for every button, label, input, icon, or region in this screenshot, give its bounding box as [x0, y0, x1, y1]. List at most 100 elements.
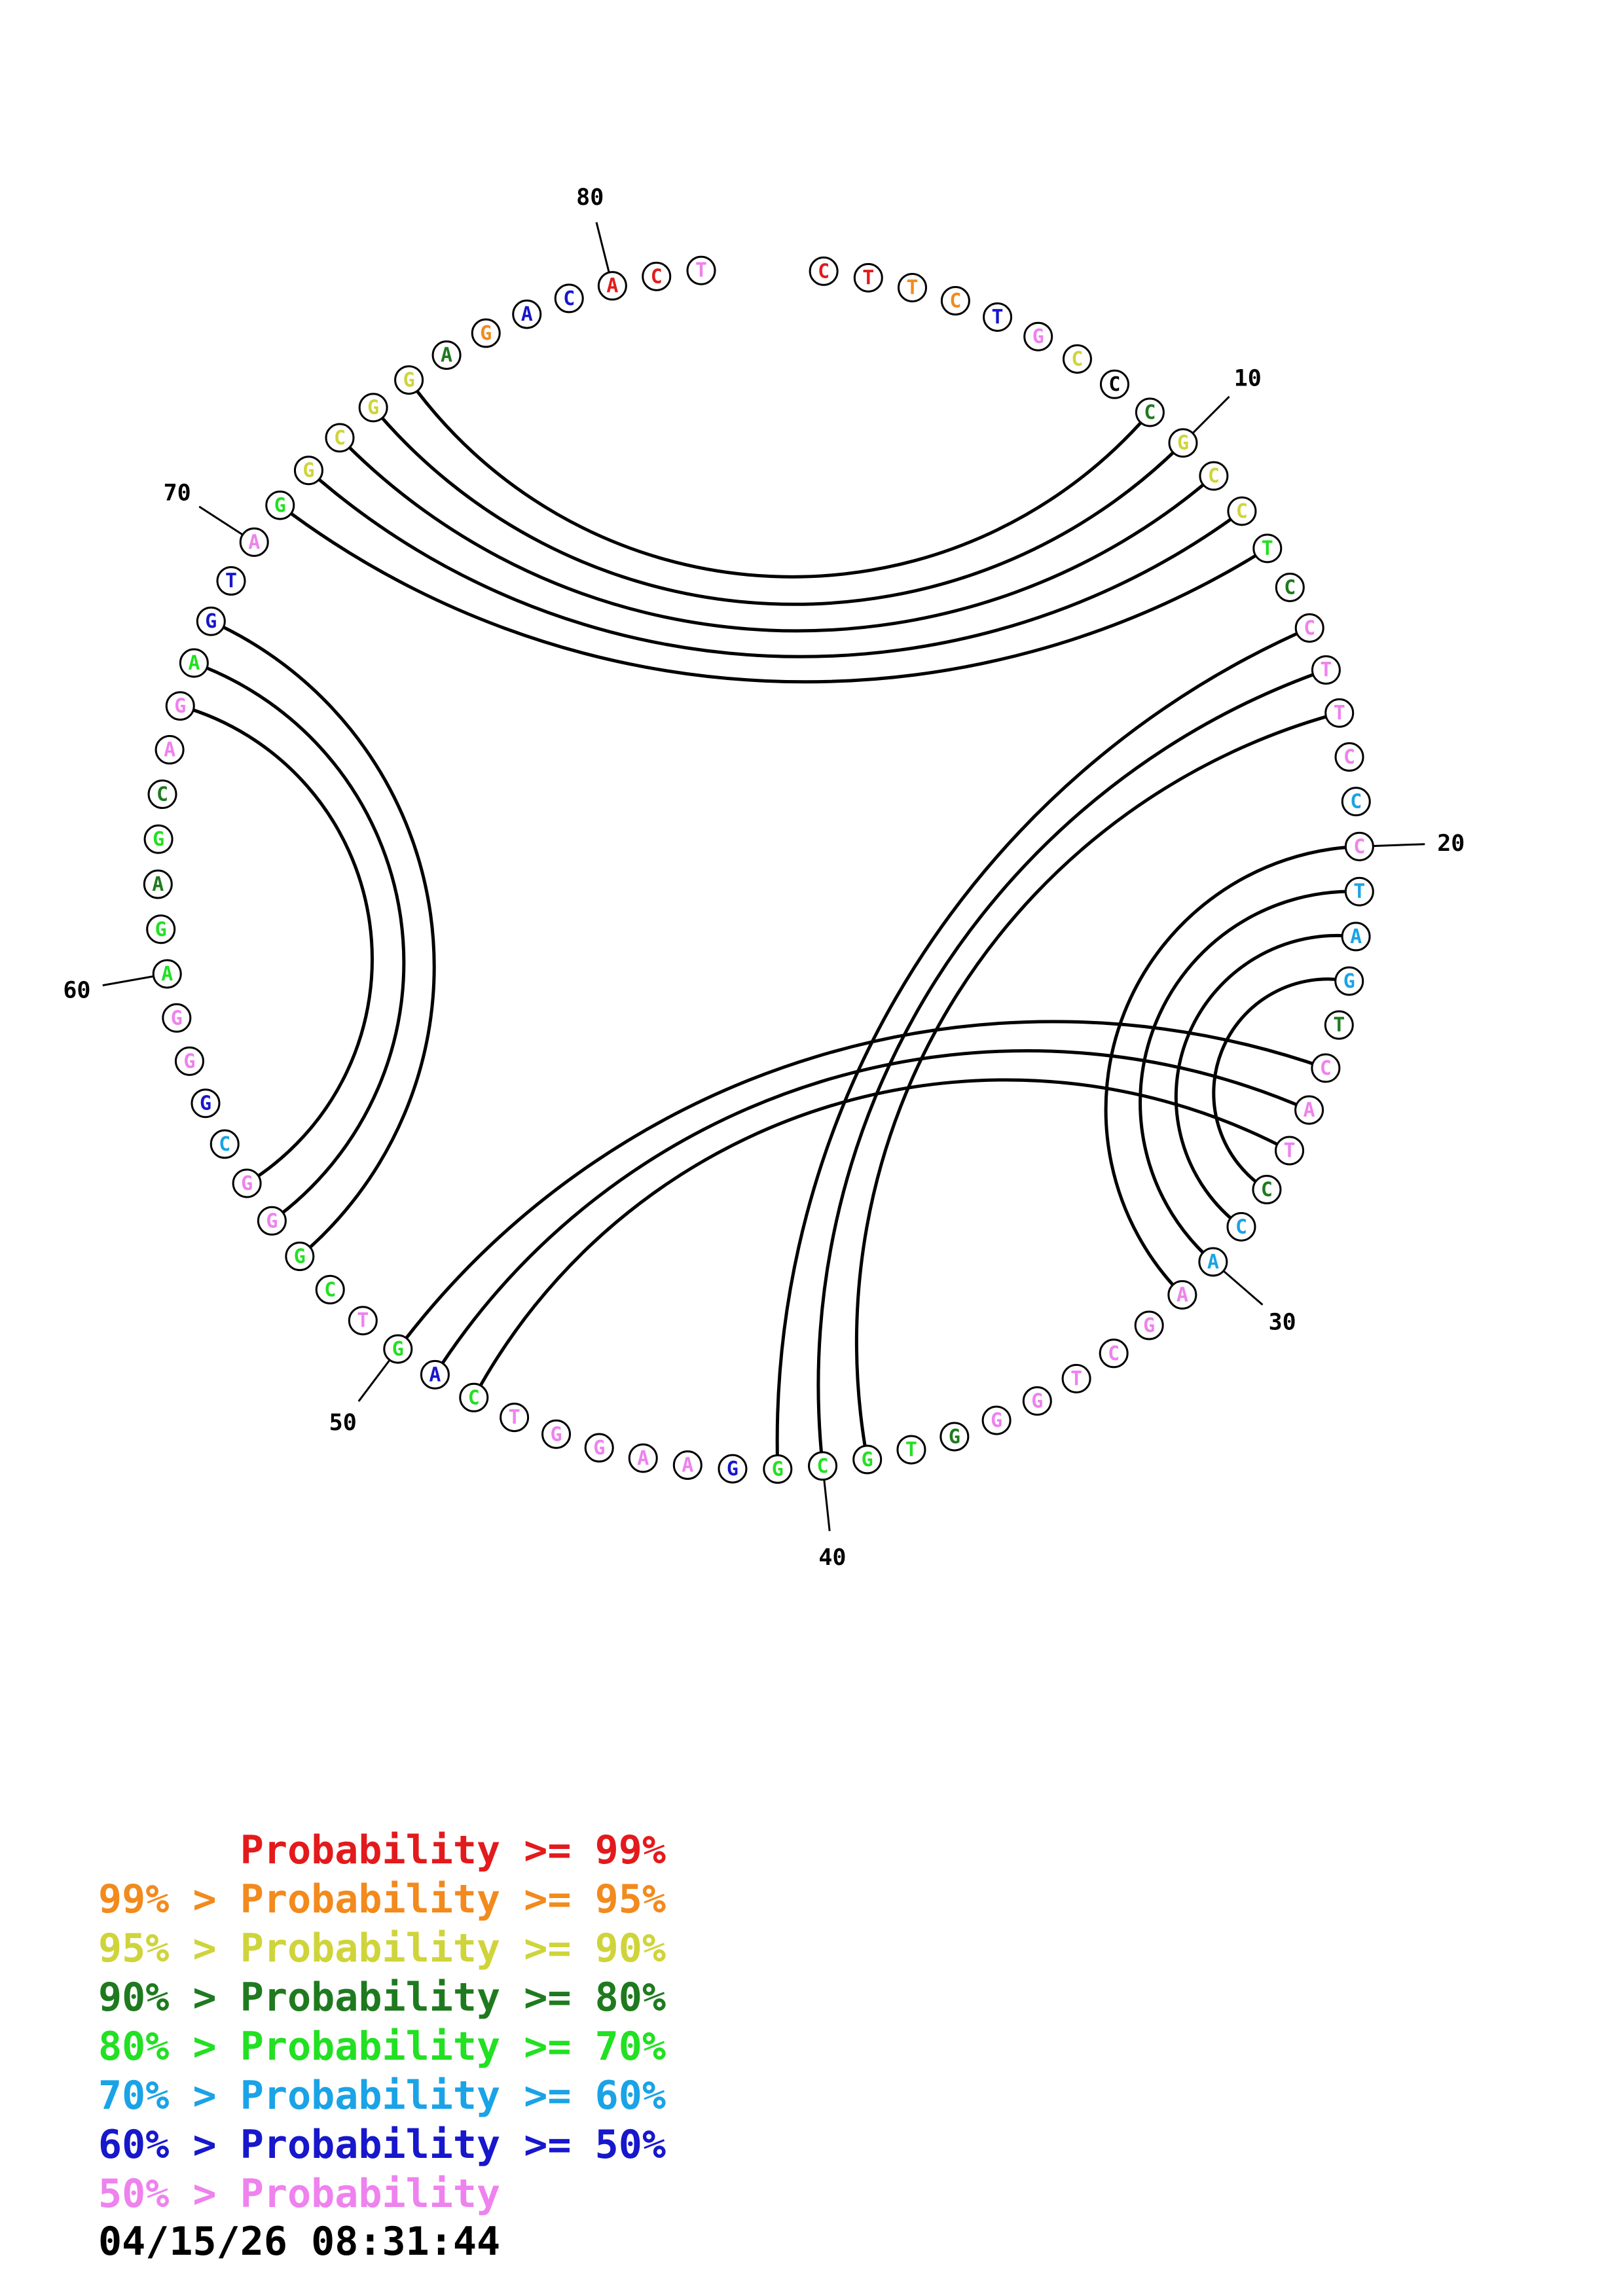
nucleotide-circle	[1275, 1136, 1305, 1166]
nucleotide-ring: C T TCTGCCCGCCTCCTTCCCTAGTCATCCAAGCTGGGTGC…	[143, 255, 1374, 1484]
nucleotide-circle	[1199, 461, 1229, 491]
nucleotide-circle	[672, 1450, 702, 1480]
nucleotide-circle	[1294, 1095, 1324, 1125]
base-pair-arc	[396, 1020, 1326, 1350]
nucleotide-circle	[541, 1419, 572, 1449]
nucleotide-letter: C	[468, 1386, 480, 1409]
nucleotide-letter: T	[1334, 702, 1345, 725]
nucleotide-circle	[152, 959, 182, 989]
base-pair-arc	[307, 469, 1243, 658]
nucleotide-circle	[1311, 1053, 1341, 1083]
nucleotide: A	[1341, 922, 1371, 952]
nucleotide-letter: C	[1284, 576, 1296, 599]
nucleotide-letter: C	[1208, 465, 1220, 488]
nucleotide-letter: C	[1235, 1215, 1247, 1238]
legend-range-prefix: 95% >	[98, 1926, 240, 1971]
nucleotide: C	[1344, 831, 1374, 861]
nucleotide-letter: G	[1177, 432, 1189, 455]
nucleotide-circle	[597, 271, 627, 301]
timestamp: 04/15/26 08:31:44	[98, 2219, 501, 2265]
nucleotide-circle	[1252, 533, 1283, 564]
nucleotide-letter: G	[367, 397, 379, 420]
nucleotide: C	[808, 1451, 838, 1481]
nucleotide-circle	[1341, 787, 1371, 817]
nucleotide-circle	[165, 691, 195, 721]
position-label: 10	[1234, 366, 1262, 392]
nucleotide-letter: T	[509, 1407, 520, 1429]
nucleotide-circle	[1099, 369, 1129, 399]
nucleotide-letter: T	[1070, 1367, 1082, 1390]
nucleotide-letter: T	[1262, 537, 1273, 560]
nucleotide-letter: G	[153, 828, 164, 851]
nucleotide-letter: A	[1304, 1099, 1315, 1122]
nucleotide-circle	[1167, 1280, 1197, 1310]
legend-row: 50% > Probability	[98, 2170, 666, 2219]
nucleotide-circle	[358, 393, 388, 423]
nucleotide-letter: G	[174, 695, 186, 718]
nucleotide-circle	[239, 527, 269, 557]
nucleotide-letter: A	[637, 1447, 649, 1470]
nucleotide-circle	[554, 283, 584, 314]
nucleotide-circle	[1022, 1386, 1052, 1416]
nucleotide-circle	[431, 340, 462, 370]
legend-row: 99% > Probability >= 95%	[98, 1875, 666, 1924]
nucleotide-circle	[162, 1003, 192, 1033]
nucleotide: T	[983, 302, 1013, 332]
nucleotide-circle	[763, 1454, 793, 1484]
nucleotide-letter: T	[906, 276, 918, 299]
position-tick	[1192, 395, 1230, 435]
nucleotide: C	[642, 261, 672, 291]
nucleotide-circle	[500, 1403, 530, 1433]
nucleotide-circle	[232, 1168, 262, 1198]
nucleotide-circle	[1226, 1211, 1256, 1242]
nucleotide: T	[1324, 1010, 1354, 1040]
nucleotide: C	[1341, 787, 1371, 817]
legend-range-label: Probability >= 90%	[240, 1926, 666, 1971]
nucleotide-letter: G	[991, 1409, 1002, 1432]
nucleotide: G	[1334, 966, 1364, 996]
base-pair-arc	[1139, 889, 1360, 1263]
nucleotide-letter: C	[156, 783, 168, 806]
base-pair-arc	[279, 503, 1269, 684]
nucleotide-circle	[584, 1433, 614, 1463]
probability-legend: Probability >= 99% 99% > Probability >= 9…	[98, 1826, 666, 2219]
legend-row: 80% > Probability >= 70%	[98, 2022, 666, 2072]
legend-range-label: Probability >= 80%	[240, 1975, 666, 2020]
nucleotide-circle	[325, 423, 355, 453]
nucleotide: T	[853, 262, 883, 293]
nucleotide-circle	[1344, 876, 1374, 906]
nucleotide: A	[152, 959, 182, 989]
nucleotide-letter: G	[1032, 325, 1044, 348]
nucleotide: G	[196, 606, 226, 636]
legend-range-prefix: 90% >	[98, 1975, 240, 2020]
nucleotide: A	[672, 1450, 702, 1480]
nucleotide-circle	[512, 299, 542, 329]
nucleotide: A	[628, 1443, 658, 1473]
nucleotide-circle	[191, 1088, 221, 1119]
nucleotide-letter: A	[521, 303, 533, 326]
nucleotide-letter: G	[480, 322, 492, 345]
nucleotide: G	[471, 318, 501, 348]
nucleotide-circle	[348, 1306, 378, 1336]
nucleotide: T	[216, 566, 246, 596]
nucleotide-letter: C	[219, 1133, 230, 1156]
nucleotide-letter: A	[441, 344, 452, 367]
nucleotide-letter: G	[1343, 970, 1355, 993]
nucleotide-circle	[1252, 1175, 1282, 1205]
nucleotide-letter: C	[1236, 500, 1248, 523]
position-tick	[357, 1359, 392, 1402]
nucleotide-letter: A	[161, 963, 173, 986]
legend-range-prefix: 70% >	[98, 2073, 240, 2119]
base-pair-arc	[854, 711, 1340, 1460]
base-pair-arc	[816, 668, 1327, 1467]
nucleotide: G	[257, 1206, 287, 1236]
nucleotide: G	[232, 1168, 262, 1198]
nucleotide: C	[1311, 1053, 1341, 1083]
nucleotide-letter: C	[1343, 746, 1355, 769]
nucleotide: T	[1252, 533, 1283, 564]
legend-range-prefix: 60% >	[98, 2122, 240, 2168]
position-label: 50	[329, 1410, 357, 1436]
nucleotide-letter: C	[1071, 348, 1083, 370]
nucleotide-letter: C	[817, 1455, 829, 1478]
nucleotide-letter: C	[1261, 1179, 1273, 1202]
